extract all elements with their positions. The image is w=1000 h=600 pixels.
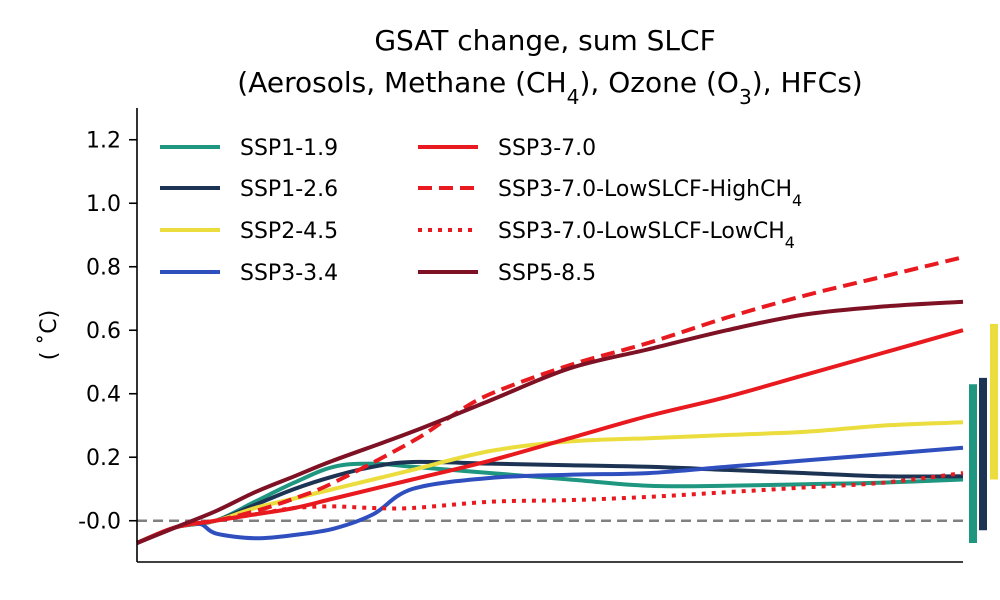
legend-entry: SSP1-2.6	[160, 177, 338, 202]
legend-label: SSP5-8.5	[498, 261, 596, 286]
chart-title-line1: GSAT change, sum SLCF	[374, 24, 715, 57]
subscript: 4	[785, 233, 795, 252]
chart-title-line2: (Aerosols, Methane (CH4), Ozone (O3), HF…	[237, 66, 862, 109]
y-tick-label: 0.8	[86, 256, 121, 281]
legend-entry: SSP2-4.5	[160, 219, 338, 244]
y-tick-label: 0.2	[86, 446, 121, 471]
y-tick-label: -0.0	[78, 510, 121, 535]
y-axis-label: ( ˚C)	[37, 310, 62, 361]
text-part: SSP1-1.9	[240, 136, 338, 161]
series-line-ssp2-4-5	[136, 420, 964, 545]
y-tick-label: 1.2	[86, 129, 121, 154]
series-line-ssp3-7-0-lowslcf-lowch4	[136, 471, 964, 545]
range-bars	[969, 323, 998, 543]
subscript: 3	[739, 85, 752, 109]
legend-label: SSP1-1.9	[240, 136, 338, 161]
legend-label: SSP3-7.0-LowSLCF-LowCH4	[498, 219, 795, 252]
text-part: SSP3-7.0	[498, 136, 596, 161]
y-axis-ticks: -0.0 0.2 0.4 0.6 0.8 1.0 1.2	[78, 129, 137, 535]
legend-entry: SSP3-7.0	[418, 136, 596, 161]
y-tick-label: 1.0	[86, 192, 121, 217]
text-part: SSP5-8.5	[498, 261, 596, 286]
legend-entry: SSP1-1.9	[160, 136, 338, 161]
text-part: (Aerosols, Methane (CH	[237, 66, 566, 99]
y-tick-label: 0.4	[86, 383, 121, 408]
text-part: SSP3-3.4	[240, 261, 338, 286]
subscript: 4	[567, 85, 580, 109]
subscript: 4	[792, 191, 802, 210]
legend-label: SSP3-7.0	[498, 136, 596, 161]
legend-entry: SSP3-3.4	[160, 261, 338, 286]
series-line-ssp3-7-0-lowslcf-highch4	[136, 255, 964, 545]
legend: SSP1-1.9 SSP1-2.6 SSP2-4.5 SSP3-3.4 SSP3-7.0…	[160, 136, 802, 286]
text-part: SSP2-4.5	[240, 219, 338, 244]
legend-label: SSP3-7.0-LowSLCF-HighCH4	[498, 177, 802, 210]
series-line-ssp3-3-4	[136, 445, 964, 545]
text-part: ), Ozone (O	[580, 66, 739, 99]
text-part: SSP3-7.0-LowSLCF-LowCH	[498, 219, 785, 244]
text-part: ), HFCs)	[752, 66, 863, 99]
legend-entry: SSP3-7.0-LowSLCF-LowCH4	[418, 219, 795, 252]
text-part: SSP1-2.6	[240, 177, 338, 202]
series-lines	[136, 255, 964, 545]
series-line-ssp5-8-5	[136, 299, 964, 545]
text-part: SSP3-7.0-LowSLCF-HighCH	[498, 177, 792, 202]
legend-label: SSP2-4.5	[240, 219, 338, 244]
legend-label: SSP3-3.4	[240, 261, 338, 286]
legend-entry: SSP3-7.0-LowSLCF-HighCH4	[418, 177, 802, 210]
legend-entry: SSP5-8.5	[418, 261, 596, 286]
legend-label: SSP1-2.6	[240, 177, 338, 202]
y-tick-label: 0.6	[86, 319, 121, 344]
